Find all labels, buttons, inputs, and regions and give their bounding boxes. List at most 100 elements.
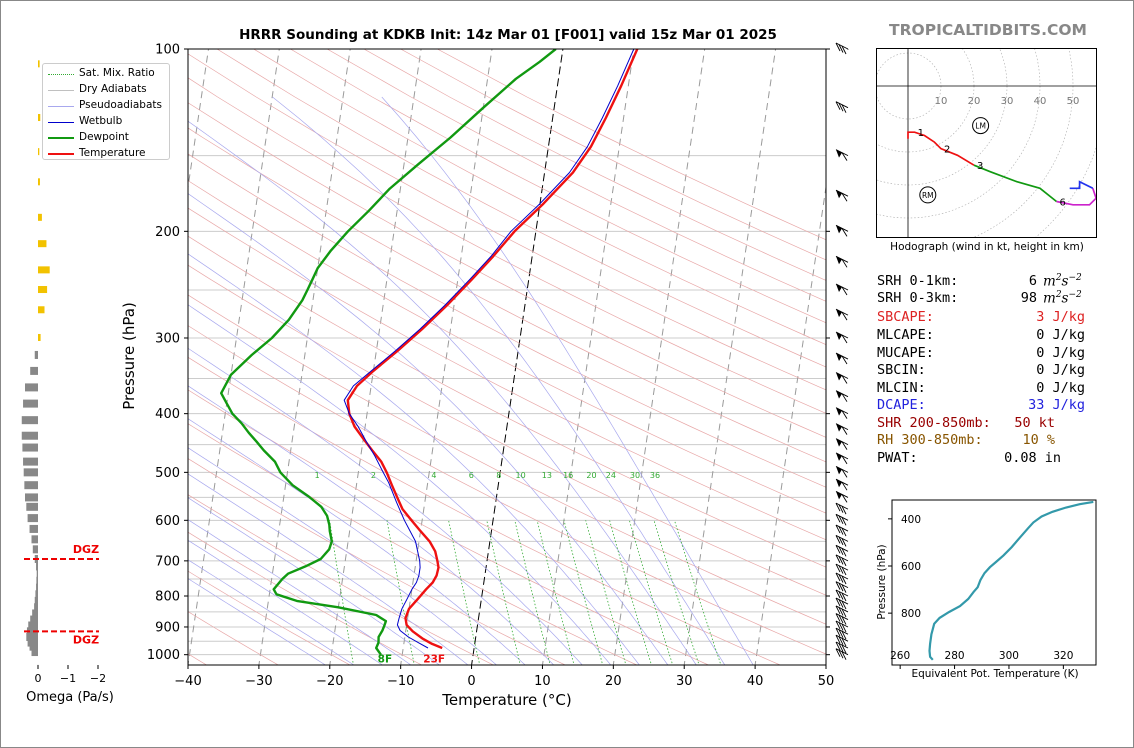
omega-bar <box>24 481 38 490</box>
barb-feather <box>841 630 847 640</box>
barb-flag <box>836 407 842 416</box>
barb-feather <box>838 546 844 555</box>
barb-feather <box>835 597 841 607</box>
y-tick-label: 200 <box>155 225 180 240</box>
y-axis-label: Pressure (hPa) <box>120 302 138 410</box>
mixing-ratio-label: 30 <box>630 471 640 480</box>
barb-feather <box>841 527 847 537</box>
hodo-segment <box>1056 188 1096 206</box>
legend-swatch <box>48 122 74 123</box>
y-tick-label: 500 <box>155 466 180 481</box>
hodo-ring-label: 20 <box>968 96 981 107</box>
dry-adiabat <box>188 53 826 391</box>
barb-feather <box>841 623 847 633</box>
isotherm <box>329 49 422 665</box>
mixing-ratio-line <box>514 520 551 665</box>
dry-adiabat <box>188 570 351 665</box>
barb-feather <box>835 572 841 582</box>
barb-feather <box>841 584 847 593</box>
dry-adiabat <box>290 49 826 324</box>
wind-barb <box>835 491 849 503</box>
wind-barb <box>835 554 849 567</box>
hodo-height-label: 9 <box>1096 184 1098 195</box>
omega-bar <box>26 633 38 642</box>
dcape-row: DCAPE: 33 J/kg <box>877 397 1107 415</box>
wind-barb <box>835 465 849 478</box>
barb-feather <box>835 101 841 110</box>
omega-bar <box>36 583 38 592</box>
wind-barb <box>835 283 849 296</box>
omega-bar <box>21 431 38 440</box>
y-tick-label: 300 <box>155 331 180 346</box>
isotherm <box>258 49 351 665</box>
dry-adiabat <box>188 102 826 438</box>
barb-feather <box>841 311 848 321</box>
omega-bar <box>36 569 38 578</box>
wind-barb <box>835 308 849 321</box>
omega-bar-upper <box>38 266 50 274</box>
barb-feather <box>841 104 847 113</box>
mucape-row: MUCAPE: 0 J/kg <box>877 345 1107 363</box>
barb-feather <box>841 481 848 491</box>
omega-bar-upper <box>38 60 40 68</box>
omega-bar <box>25 383 38 392</box>
barb-feather <box>841 494 848 503</box>
legend-label: Dewpoint <box>79 131 129 143</box>
barb-feather <box>841 517 847 526</box>
barb-feather <box>835 535 841 544</box>
dry-adiabat <box>188 389 710 665</box>
index-label: SHR 200-850mb: <box>877 415 991 431</box>
hodo-marker-label: RM <box>922 191 934 200</box>
pseudoadiabat <box>188 418 526 665</box>
y-tick-label: 100 <box>155 43 180 58</box>
y-tick-label: 900 <box>155 620 180 635</box>
barb-feather <box>838 591 844 600</box>
barb-feather <box>838 636 844 645</box>
omega-bar-upper <box>38 286 48 294</box>
barb-feather <box>838 582 844 592</box>
wind-barb <box>835 634 849 647</box>
pseudoadiabat <box>272 96 726 665</box>
surface-temp-label: 23F <box>423 654 445 666</box>
index-value: 3 J/kg <box>1036 309 1085 325</box>
index-value: 0 J/kg <box>1036 362 1085 378</box>
omega-bar-upper <box>38 114 41 122</box>
barb-flag <box>836 466 842 475</box>
mixing-ratio-label: 4 <box>431 471 436 480</box>
wind-barb <box>835 589 849 602</box>
omega-bar <box>34 603 38 612</box>
pseudoadiabat <box>188 519 412 665</box>
wind-barb <box>835 372 849 384</box>
barb-feather <box>841 393 848 402</box>
barb-feather <box>841 651 847 660</box>
dry-adiabat <box>253 49 826 346</box>
hodo-ring <box>876 48 1041 219</box>
barb-feather <box>841 608 847 618</box>
mixing-ratio-line <box>536 520 575 665</box>
barb-feather <box>838 515 844 525</box>
mixing-ratio-line <box>563 520 604 665</box>
mixing-ratio-line <box>448 520 481 665</box>
theta-e-x-label: Equivalent Pot. Temperature (K) <box>911 668 1079 680</box>
profile-dewpoint <box>220 49 557 656</box>
wind-barb <box>835 648 849 660</box>
barb-flag <box>836 225 842 234</box>
barb-flag <box>836 423 842 432</box>
hodograph: 10 20 30 40 50 1 2 3 6 9 LM RM <box>876 48 1098 238</box>
omega-bar <box>34 596 38 605</box>
barb-feather <box>835 613 841 622</box>
barb-flag <box>836 452 842 461</box>
omega-bar-upper <box>38 178 40 186</box>
barb-feather <box>841 637 847 647</box>
mixing-ratio-label: 8 <box>496 471 501 480</box>
omega-bar-upper <box>38 148 40 156</box>
barb-feather <box>838 504 844 513</box>
omega-bar <box>36 562 38 571</box>
omega-bar <box>27 514 38 523</box>
theta-e-y-label: Pressure (hPa) <box>876 544 888 620</box>
legend: Sat. Mix. Ratio Dry Adiabats Pseudoadiab… <box>42 63 170 160</box>
wind-barb <box>835 502 849 515</box>
barb-feather <box>841 192 848 202</box>
barb-feather <box>841 616 847 625</box>
